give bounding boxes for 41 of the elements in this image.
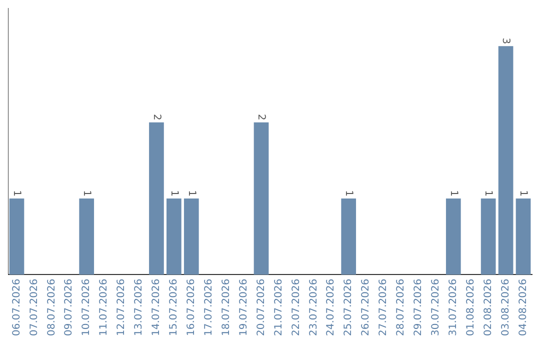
x-tick-label: 18.07.2026 bbox=[220, 278, 232, 336]
x-tick-label: 24.07.2026 bbox=[326, 278, 337, 336]
x-tick-label: 30.07.2026 bbox=[430, 278, 442, 336]
x-tick-label: 12.07.2026 bbox=[116, 278, 128, 336]
data-label: 2 bbox=[150, 114, 162, 120]
x-tick-label: 10.07.2026 bbox=[81, 278, 92, 336]
x-tick-label: 15.07.2026 bbox=[168, 278, 180, 336]
x-tick-label: 09.07.2026 bbox=[64, 278, 75, 336]
x-tick-label: 23.07.2026 bbox=[308, 278, 320, 336]
x-tick-label: 04.08.2026 bbox=[518, 278, 529, 336]
x-tick-label: 03.08.2026 bbox=[500, 278, 512, 336]
x-tick-label: 11.07.2026 bbox=[98, 278, 110, 336]
data-label: 1 bbox=[81, 190, 92, 197]
x-tick-label: 16.07.2026 bbox=[186, 278, 197, 336]
data-label: 1 bbox=[482, 190, 494, 197]
x-tick-label: 28.07.2026 bbox=[396, 278, 407, 336]
data-label: 1 bbox=[168, 190, 180, 197]
x-tick-label: 25.07.2026 bbox=[343, 278, 354, 336]
x-tick-label: 14.07.2026 bbox=[151, 278, 162, 336]
x-tick-label: 19.07.2026 bbox=[238, 278, 250, 336]
x-tick-label: 02.08.2026 bbox=[482, 278, 494, 336]
x-tick-label: 29.07.2026 bbox=[413, 278, 424, 336]
x-tick-label: 07.07.2026 bbox=[28, 278, 40, 336]
data-label: 3 bbox=[500, 38, 512, 44]
x-tick-label: 13.07.2026 bbox=[134, 278, 145, 336]
x-tick-label: 01.08.2026 bbox=[465, 278, 476, 336]
x-tick-label: 27.07.2026 bbox=[378, 278, 390, 336]
x-tick-label: 26.07.2026 bbox=[360, 278, 372, 336]
data-label: 1 bbox=[448, 190, 459, 197]
data-label: 1 bbox=[11, 190, 22, 197]
data-label: 1 bbox=[186, 190, 197, 197]
x-tick-label: 31.07.2026 bbox=[448, 278, 459, 336]
x-tick-label: 06.07.2026 bbox=[11, 278, 22, 336]
x-tick-label: 17.07.2026 bbox=[203, 278, 214, 336]
x-tick-label: 20.07.2026 bbox=[256, 278, 267, 336]
x-tick-label: 21.07.2026 bbox=[273, 278, 284, 336]
data-label: 1 bbox=[518, 190, 529, 197]
x-tick-label: 08.07.2026 bbox=[46, 278, 58, 336]
x-tick-label: 22.07.2026 bbox=[290, 278, 302, 336]
data-label: 2 bbox=[256, 114, 267, 120]
data-label: 1 bbox=[343, 190, 354, 197]
